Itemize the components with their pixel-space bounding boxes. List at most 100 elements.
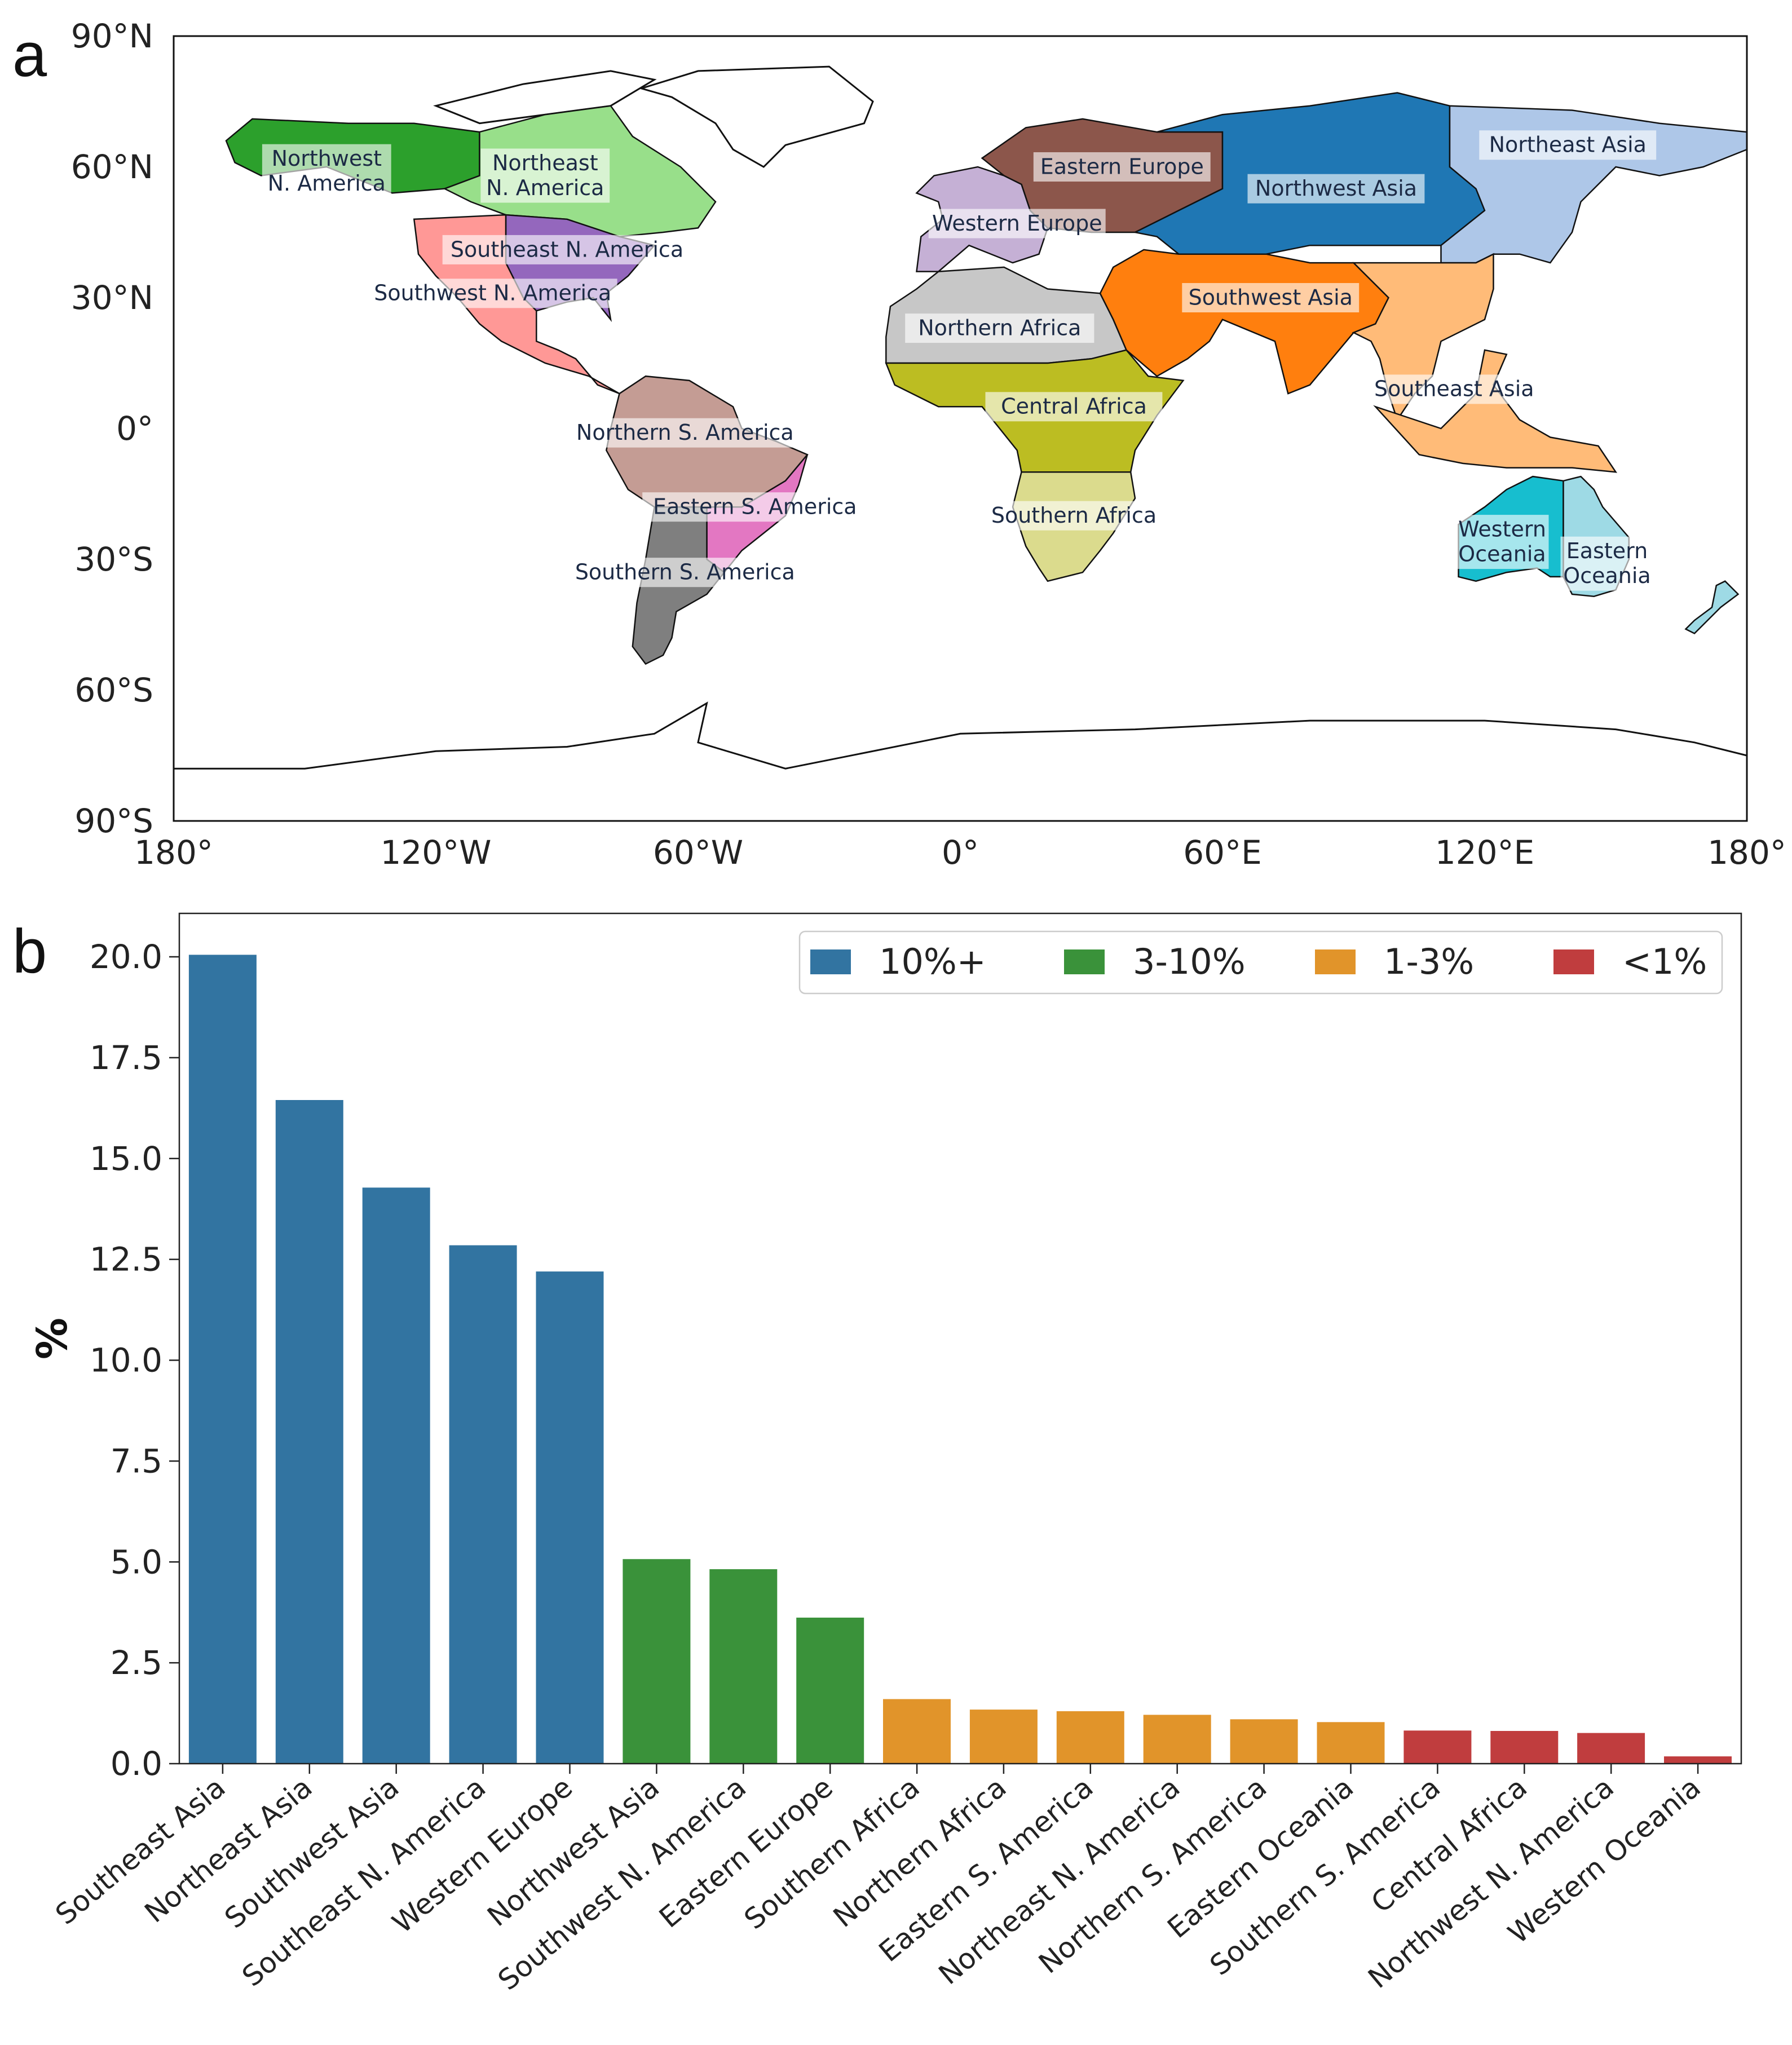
region-label-line: Northeast Asia <box>1489 132 1647 157</box>
region-label-line: Southeast N. America <box>451 237 683 262</box>
label-background <box>928 209 1106 238</box>
y-tick-label: 7.5 <box>111 1442 162 1480</box>
region-label-line: Northeast <box>492 151 598 175</box>
region-label-line: N. America <box>268 171 386 196</box>
bar-northeast-asia <box>275 1100 343 1764</box>
region-label-line: Eastern Europe <box>1040 154 1204 179</box>
region-label-southeast-asia: Southeast Asia <box>1365 374 1543 404</box>
label-background <box>262 144 391 198</box>
lon-tick-label: 180° <box>1707 833 1786 872</box>
label-background <box>566 558 804 588</box>
region-label-southern-s-america: Southern S. America <box>566 558 804 588</box>
lat-tick-label: 60°S <box>74 671 153 709</box>
bars <box>188 955 1732 1764</box>
lon-tick-label: 60°W <box>653 833 743 872</box>
region-label-northern-africa: Northern Africa <box>905 313 1094 343</box>
lat-tick-label: 0° <box>116 409 153 448</box>
region-label-eastern-europe: Eastern Europe <box>1033 152 1211 182</box>
y-tick-label: 17.5 <box>90 1039 162 1077</box>
greenland-outline <box>638 65 874 168</box>
label-background <box>1182 283 1360 312</box>
legend: 10%+ 3-10% 1-3% <1% <box>798 930 1723 995</box>
label-background <box>1365 374 1543 404</box>
region-label-line: Southwest Asia <box>1189 285 1353 310</box>
lat-tick-label: 90°S <box>74 802 153 840</box>
lon-tick-label: 180° <box>134 833 213 872</box>
legend-label: <1% <box>1622 941 1707 982</box>
region-label-line: Oceania <box>1458 541 1546 566</box>
label-background <box>1033 152 1211 182</box>
bar-northern-africa <box>969 1710 1038 1764</box>
label-background <box>1479 130 1657 160</box>
map-frame <box>173 35 1748 822</box>
region-shape-eastern-oceania <box>1684 580 1740 635</box>
legend-entry: <1% <box>1553 941 1707 982</box>
bar-northern-s-america <box>1230 1719 1298 1764</box>
lat-tick-label: 90°N <box>71 17 153 55</box>
region-label-line: Southern Africa <box>991 503 1157 528</box>
legend-entry: 10%+ <box>810 941 986 982</box>
y-axis-ticks: 0.0 2.5 5.0 7.5 10.0 12.5 15.0 17.5 20.0 <box>90 938 179 1783</box>
region-label-line: Northwest Asia <box>1255 176 1417 201</box>
latitude-tick-labels: 90°N 60°N 30°N 0° 30°S 60°S 90°S <box>71 17 153 840</box>
bar-southeast-n-america <box>449 1245 517 1764</box>
label-background <box>905 313 1094 343</box>
label-background <box>642 492 868 522</box>
bar-northwest-asia <box>623 1559 691 1764</box>
region-label-line: Southern S. America <box>575 560 795 585</box>
region-label-line: Southeast Asia <box>1374 377 1534 401</box>
legend-label: 1-3% <box>1384 941 1474 982</box>
label-background <box>1247 174 1425 204</box>
lat-tick-label: 60°N <box>71 148 153 186</box>
bar-eastern-oceania <box>1317 1722 1385 1764</box>
label-background <box>368 279 617 308</box>
region-label-line: Northern Africa <box>918 316 1081 341</box>
region-label-line: Western Europe <box>932 211 1102 236</box>
region-label-central-africa: Central Africa <box>985 392 1163 422</box>
arctic-islands-outline <box>433 70 657 125</box>
region-label-southwest-asia: Southwest Asia <box>1182 283 1360 312</box>
region-shape-northwest-asia <box>1133 92 1486 255</box>
label-background <box>1455 515 1549 569</box>
bar-eastern-europe <box>796 1618 864 1764</box>
legend-entry: 3-10% <box>1064 941 1246 982</box>
longitude-tick-labels: 180° 120°W 60°W 0° 60°E 120°E 180° <box>134 833 1786 872</box>
label-background <box>480 148 610 203</box>
region-label-line: Eastern S. America <box>653 494 857 519</box>
label-background <box>566 418 804 448</box>
region-label-southwest-n-america: Southwest N. America <box>368 279 617 308</box>
bar-eastern-s-america <box>1056 1711 1124 1764</box>
region-label-northwest-asia: Northwest Asia <box>1247 174 1425 204</box>
region-label-western-europe: Western Europe <box>928 209 1106 238</box>
region-label-line: Western <box>1458 516 1546 541</box>
legend-label: 3-10% <box>1133 941 1246 982</box>
lat-tick-label: 30°N <box>71 279 153 317</box>
legend-box <box>798 930 1723 995</box>
bar-southwest-n-america <box>709 1569 778 1764</box>
bar-northeast-n-america <box>1143 1715 1211 1764</box>
region-label-line: Oceania <box>1563 563 1650 588</box>
lon-tick-label: 60°E <box>1183 833 1261 872</box>
region-label-line: Eastern <box>1566 538 1648 563</box>
region-label-line: N. America <box>486 175 604 200</box>
label-background <box>1560 536 1654 591</box>
region-label-line: Central Africa <box>1001 394 1147 419</box>
panel-b-letter: b <box>12 917 47 986</box>
region-label-line: Northern S. America <box>576 420 794 445</box>
panel-a-letter: a <box>12 20 47 90</box>
y-tick-label: 5.0 <box>111 1543 162 1581</box>
legend-swatch <box>1315 949 1356 974</box>
bar-southern-s-america <box>1403 1730 1472 1764</box>
region-label-line: Northwest <box>272 146 382 171</box>
region-label-northeast-asia: Northeast Asia <box>1479 130 1657 160</box>
chart-frame <box>178 912 1742 1765</box>
region-label-line: Southwest N. America <box>374 281 611 306</box>
region-label-southeast-n-america: Southeast N. America <box>442 235 692 264</box>
legend-swatch <box>1064 949 1105 974</box>
bar-central-africa <box>1490 1731 1559 1764</box>
